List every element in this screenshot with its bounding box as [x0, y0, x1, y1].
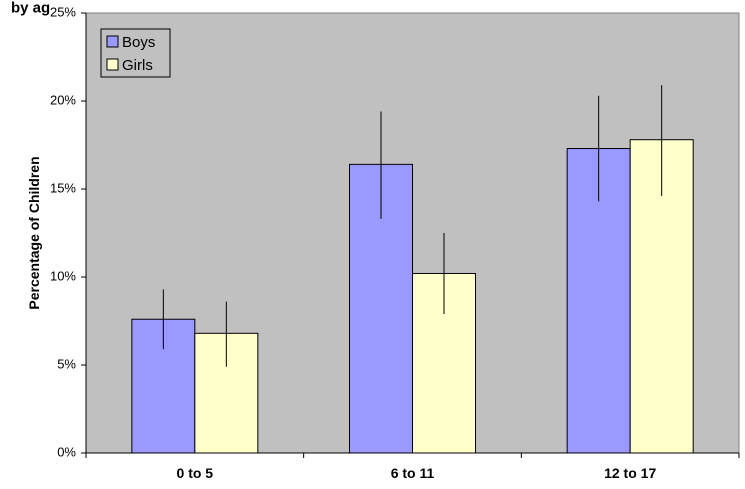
- legend-swatch-boys: [106, 35, 119, 48]
- y-tick-label: 15%: [50, 180, 76, 195]
- x-axis-ticks: 0 to 5 6 to 11 12 to 17: [85, 453, 740, 481]
- y-axis-ticks: 0% 5% 10% 15% 20% 25%: [50, 4, 86, 459]
- y-tick-label: 25%: [50, 4, 76, 19]
- error-bars-group: [162, 85, 663, 367]
- y-axis-title: Percentage of Children: [26, 156, 42, 309]
- y-tick-label: 5%: [57, 356, 76, 371]
- y-tick-label: 20%: [50, 92, 76, 107]
- x-category-label: 12 to 17: [604, 465, 656, 481]
- y-tick-label: 10%: [50, 268, 76, 283]
- y-tick-label: 0%: [57, 444, 76, 459]
- legend-label-girls: Girls: [122, 57, 153, 74]
- legend-label-boys: Boys: [122, 34, 155, 51]
- x-category-label: 0 to 5: [177, 465, 214, 481]
- x-category-label: 6 to 11: [391, 465, 435, 481]
- legend: Boys Girls: [100, 28, 171, 78]
- chart-title-fragment: by ag: [11, 0, 50, 16]
- legend-swatch-girls: [106, 58, 119, 71]
